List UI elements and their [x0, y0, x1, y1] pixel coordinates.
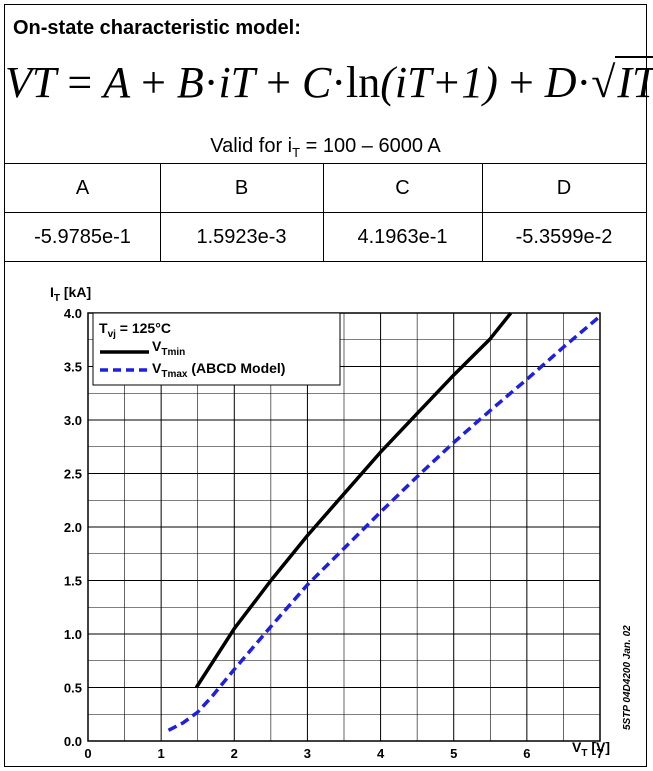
x-axis-title-sub: T	[581, 748, 587, 759]
legend-entry-vtmax: VTmax (ABCD Model)	[152, 360, 285, 380]
series-line-vtmax	[167, 314, 602, 732]
formula-it: iT	[218, 58, 256, 107]
formula-dot-1: ·	[203, 58, 219, 107]
formula-plus-2: +	[255, 58, 302, 107]
legend-box	[92, 312, 341, 386]
legend-vtmin-main: V	[152, 338, 162, 354]
coefficient-header-d: D	[556, 177, 572, 199]
document-reference: 5STP 04D4200 Jan. 02	[622, 625, 633, 730]
column-divider-3	[482, 163, 483, 261]
divider-values-row	[5, 261, 646, 262]
validity-range: Valid for iT = 100 – 6000 A	[5, 135, 646, 160]
chart-tick-labels: 0 1 2 3 4 5 6 7 0.0 0.5 1.0 1.5 2.0 2.5 3.0 3.5 4.0	[64, 306, 604, 761]
coefficient-header-c: C	[395, 177, 410, 199]
coefficient-header-b: B	[234, 177, 249, 199]
y-tick-label: 1.5	[64, 574, 82, 589]
divider-formula	[5, 163, 646, 164]
x-tick-label: 3	[304, 746, 311, 761]
plot-area-frame	[87, 312, 601, 742]
formula-plus-3: +	[497, 58, 545, 107]
y-tick-label: 0.5	[64, 681, 82, 696]
legend-vtmax-main: V	[152, 360, 162, 376]
x-tick-label: 5	[450, 746, 457, 761]
validity-subscript: T	[292, 145, 301, 160]
legend-condition-sub: vj	[108, 329, 117, 340]
y-tick-label: 2.5	[64, 467, 82, 482]
x-tick-label: 2	[231, 746, 238, 761]
y-axis-title-unit: [kA]	[60, 284, 91, 300]
legend-vtmax-sub: Tmax	[161, 369, 188, 380]
y-tick-label: 2.0	[64, 520, 82, 535]
column-divider-1	[160, 163, 161, 261]
formula-lhs: VT	[5, 58, 57, 107]
x-tick-label: 6	[523, 746, 530, 761]
series-line-vtmin	[194, 311, 513, 689]
y-tick-label: 3.0	[64, 413, 82, 428]
legend-vtmin-sub: Tmin	[161, 347, 185, 358]
coefficient-value-c: 4.1963e-1	[357, 226, 448, 248]
formula-b: B	[176, 58, 204, 107]
radical-sign-icon: √	[591, 58, 616, 107]
y-axis-title-sub: T	[54, 293, 60, 304]
datasheet-frame: On-state characteristic model: VT = A + …	[4, 4, 653, 767]
x-tick-label: 1	[158, 746, 165, 761]
x-tick-label: 7	[596, 746, 603, 761]
y-tick-label: 0.0	[64, 734, 82, 749]
legend-entry-vtmin: VTmin	[152, 338, 185, 358]
legend-condition-value: = 125°C	[116, 320, 171, 336]
formula-dot-3: ·	[576, 58, 592, 107]
x-tick-label: 0	[84, 746, 91, 761]
formula-square-root: √IT	[591, 55, 653, 111]
y-tick-label: 1.0	[64, 627, 82, 642]
chart-legend: Tvj = 125°C VTmin VTmax (ABCD Model)	[92, 312, 341, 386]
formula-ln: ln	[346, 58, 381, 107]
formula-a: A	[103, 58, 131, 107]
formula-d: D	[544, 58, 577, 107]
on-state-formula: VT = A + B·iT + C·ln(iT+1) + D·√IT	[5, 55, 653, 111]
x-axis-title: VT [V]	[572, 739, 610, 759]
validity-suffix: = 100 – 6000 A	[300, 135, 441, 157]
validity-prefix: Valid for i	[210, 135, 293, 157]
page-title: On-state characteristic model:	[13, 17, 301, 39]
formula-ln-argument: (iT+1)	[380, 58, 498, 107]
y-tick-label: 3.5	[64, 360, 82, 375]
divider-header-row	[5, 212, 646, 213]
coefficient-value-b: 1.5923e-3	[196, 226, 287, 248]
coefficient-value-a: -5.9785e-1	[34, 226, 131, 248]
formula-dot-2: ·	[331, 58, 346, 107]
legend-condition-main: T	[99, 320, 108, 336]
formula-equals: =	[56, 58, 104, 107]
column-divider-2	[323, 163, 324, 261]
legend-condition: Tvj = 125°C	[99, 320, 171, 340]
x-tick-label: 4	[377, 746, 385, 761]
y-tick-label: 4.0	[64, 306, 82, 321]
formula-c: C	[301, 58, 332, 107]
y-axis-title: IT [kA]	[50, 284, 91, 304]
formula-plus-1: +	[130, 58, 177, 107]
formula-radicand: IT	[615, 56, 653, 107]
coefficient-header-a: A	[75, 177, 90, 199]
legend-vtmax-suffix: (ABCD Model)	[187, 360, 285, 376]
x-axis-title-unit: [V]	[587, 739, 610, 755]
y-axis-title-main: I	[50, 284, 54, 300]
coefficient-value-d: -5.3599e-2	[515, 226, 613, 248]
chart-series	[167, 311, 602, 732]
x-axis-title-main: V	[572, 739, 582, 755]
